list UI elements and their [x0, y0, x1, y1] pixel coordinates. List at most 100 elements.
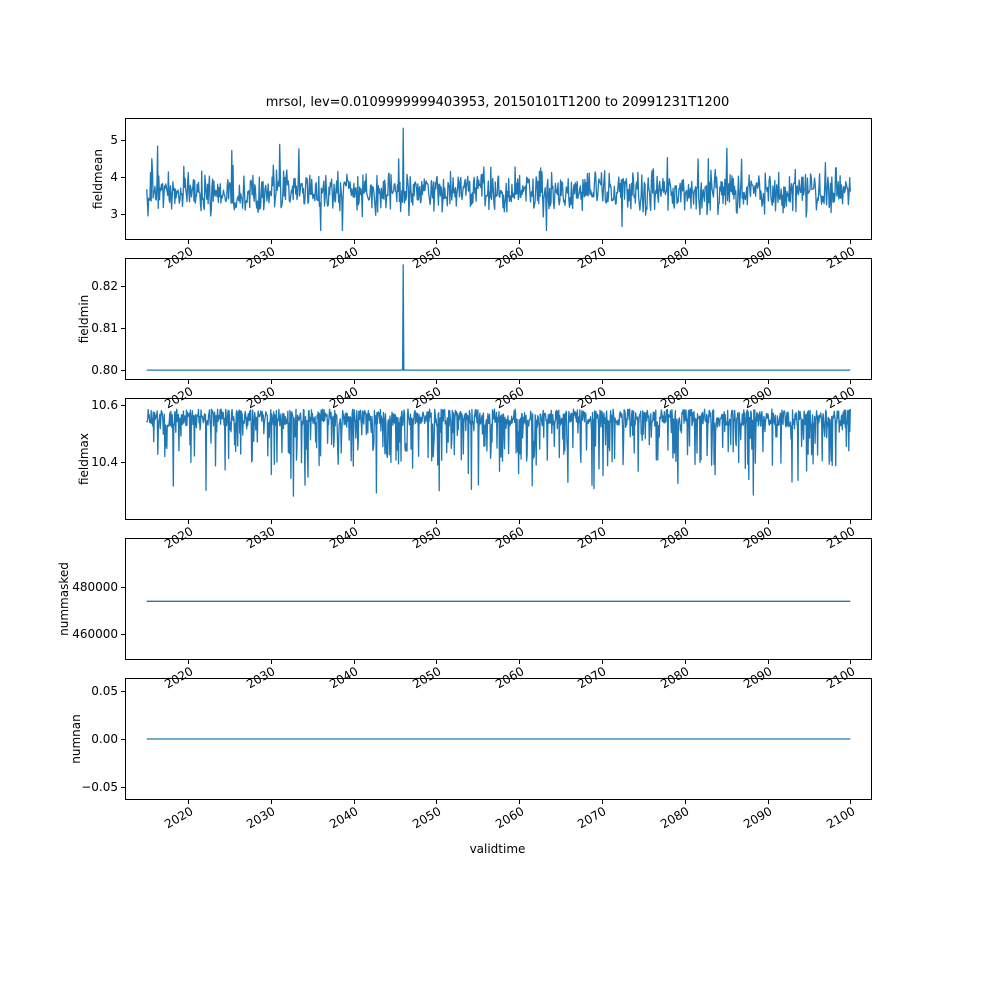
- y-tick-label: 0.81: [91, 321, 118, 336]
- x-tick-mark: [354, 520, 355, 524]
- x-tick-mark: [850, 380, 851, 384]
- y-tick-label: −0.05: [81, 780, 118, 794]
- y-tick-label: 480000: [72, 580, 118, 595]
- x-tick-mark: [188, 520, 189, 524]
- x-tick-mark: [768, 520, 769, 524]
- x-tick-mark: [271, 660, 272, 664]
- x-tick-mark: [188, 800, 189, 804]
- y-tick-label: 0.80: [91, 363, 118, 378]
- x-tick-label: 2030: [244, 804, 278, 832]
- x-tick-label: 2070: [575, 804, 609, 832]
- plot-area: [146, 408, 851, 497]
- x-tick-mark: [436, 240, 437, 244]
- y-tick-label: 460000: [72, 626, 118, 641]
- y-tick-mark: [121, 214, 125, 215]
- y-axis-label-nummasked: nummasked: [57, 562, 71, 636]
- x-tick-mark: [850, 660, 851, 664]
- y-tick-mark: [121, 177, 125, 178]
- y-tick-mark: [121, 634, 125, 635]
- x-tick-mark: [685, 800, 686, 804]
- x-tick-mark: [188, 240, 189, 244]
- y-tick-mark: [121, 286, 125, 287]
- x-tick-label: 2060: [492, 804, 527, 832]
- plot-area: [146, 264, 851, 371]
- x-tick-mark: [436, 520, 437, 524]
- y-tick-mark: [121, 587, 125, 588]
- x-tick-mark: [602, 380, 603, 384]
- plot-area: [146, 600, 851, 602]
- x-tick-mark: [768, 660, 769, 664]
- x-tick-label: 2020: [161, 804, 196, 832]
- x-tick-mark: [602, 660, 603, 664]
- plot-area: [146, 738, 851, 740]
- y-tick-label: 0.00: [91, 732, 118, 746]
- y-tick-label: 5: [110, 133, 118, 148]
- subplot-fieldmean: 3 4 5 2020 2030 2040 2050 2060 2070 2080 2090 2100 f…: [91, 118, 872, 271]
- chart-title: mrsol, lev=0.0109999999403953, 20150101T…: [265, 95, 730, 110]
- plot-area: [146, 127, 851, 232]
- y-tick-label: 0.82: [91, 278, 118, 293]
- x-axis-label: validtime: [469, 842, 526, 856]
- x-tick-mark: [768, 380, 769, 384]
- series-line: [146, 408, 851, 497]
- y-tick-label: 10.6: [91, 397, 118, 412]
- x-tick-mark: [850, 800, 851, 804]
- x-tick-mark: [271, 240, 272, 244]
- x-tick-mark: [354, 800, 355, 804]
- y-tick-label: 0.05: [91, 684, 118, 698]
- y-axis-label-fieldmin: fieldmin: [77, 294, 91, 344]
- y-tick-label: 3: [110, 206, 118, 221]
- y-axis-label-fieldmean: fieldmean: [91, 149, 105, 209]
- y-tick-mark: [121, 739, 125, 740]
- y-axis-label-fieldmax: fieldmax: [77, 432, 91, 486]
- x-tick-mark: [271, 800, 272, 804]
- x-tick-mark: [519, 240, 520, 244]
- x-tick-label: 2090: [741, 804, 775, 832]
- x-tick-mark: [519, 380, 520, 384]
- y-tick-mark: [121, 370, 125, 371]
- x-tick-mark: [271, 520, 272, 524]
- subplot-fieldmax: 10.4 10.6 2020 2030 2040 2050 2060 2070 2080 2090…: [77, 398, 872, 551]
- x-tick-mark: [685, 660, 686, 664]
- x-tick-mark: [436, 380, 437, 384]
- x-tick-mark: [188, 660, 189, 664]
- x-tick-mark: [354, 380, 355, 384]
- x-tick-mark: [519, 660, 520, 664]
- x-tick-mark: [519, 800, 520, 804]
- x-tick-mark: [602, 800, 603, 804]
- subplot-nummasked: 460000 480000 2020 2030 2040 2050 2060 2070 2080…: [57, 538, 872, 691]
- subplot-fieldmin: 0.80 0.81 0.82 2020 2030 2040 2050 2060 2070 2080…: [77, 258, 872, 411]
- x-tick-mark: [519, 520, 520, 524]
- y-tick-label: 10.4: [91, 454, 118, 469]
- x-tick-mark: [768, 800, 769, 804]
- y-tick-mark: [121, 405, 125, 406]
- y-tick-label: 4: [110, 169, 118, 184]
- x-tick-mark: [685, 520, 686, 524]
- x-tick-mark: [188, 380, 189, 384]
- x-tick-mark: [685, 240, 686, 244]
- series-line: [146, 264, 851, 371]
- x-tick-mark: [436, 660, 437, 664]
- x-tick-mark: [850, 240, 851, 244]
- subplot-numnan: −0.05 0.00 0.05 2020 2030 2040 2050 2060 2070 208…: [69, 678, 872, 831]
- series-line: [146, 127, 851, 232]
- x-tick-label: 2050: [409, 804, 444, 832]
- y-tick-mark: [121, 691, 125, 692]
- y-tick-mark: [121, 787, 125, 788]
- x-tick-mark: [602, 240, 603, 244]
- x-tick-label: 2100: [823, 804, 858, 832]
- x-tick-mark: [850, 520, 851, 524]
- y-tick-mark: [121, 462, 125, 463]
- y-tick-mark: [121, 140, 125, 141]
- x-tick-label: 2080: [658, 804, 692, 832]
- x-tick-mark: [354, 660, 355, 664]
- x-tick-mark: [602, 520, 603, 524]
- x-tick-mark: [354, 240, 355, 244]
- x-tick-mark: [685, 380, 686, 384]
- y-tick-mark: [121, 328, 125, 329]
- x-tick-mark: [768, 240, 769, 244]
- x-tick-mark: [436, 800, 437, 804]
- x-tick-label: 2040: [327, 804, 361, 832]
- x-tick-mark: [271, 380, 272, 384]
